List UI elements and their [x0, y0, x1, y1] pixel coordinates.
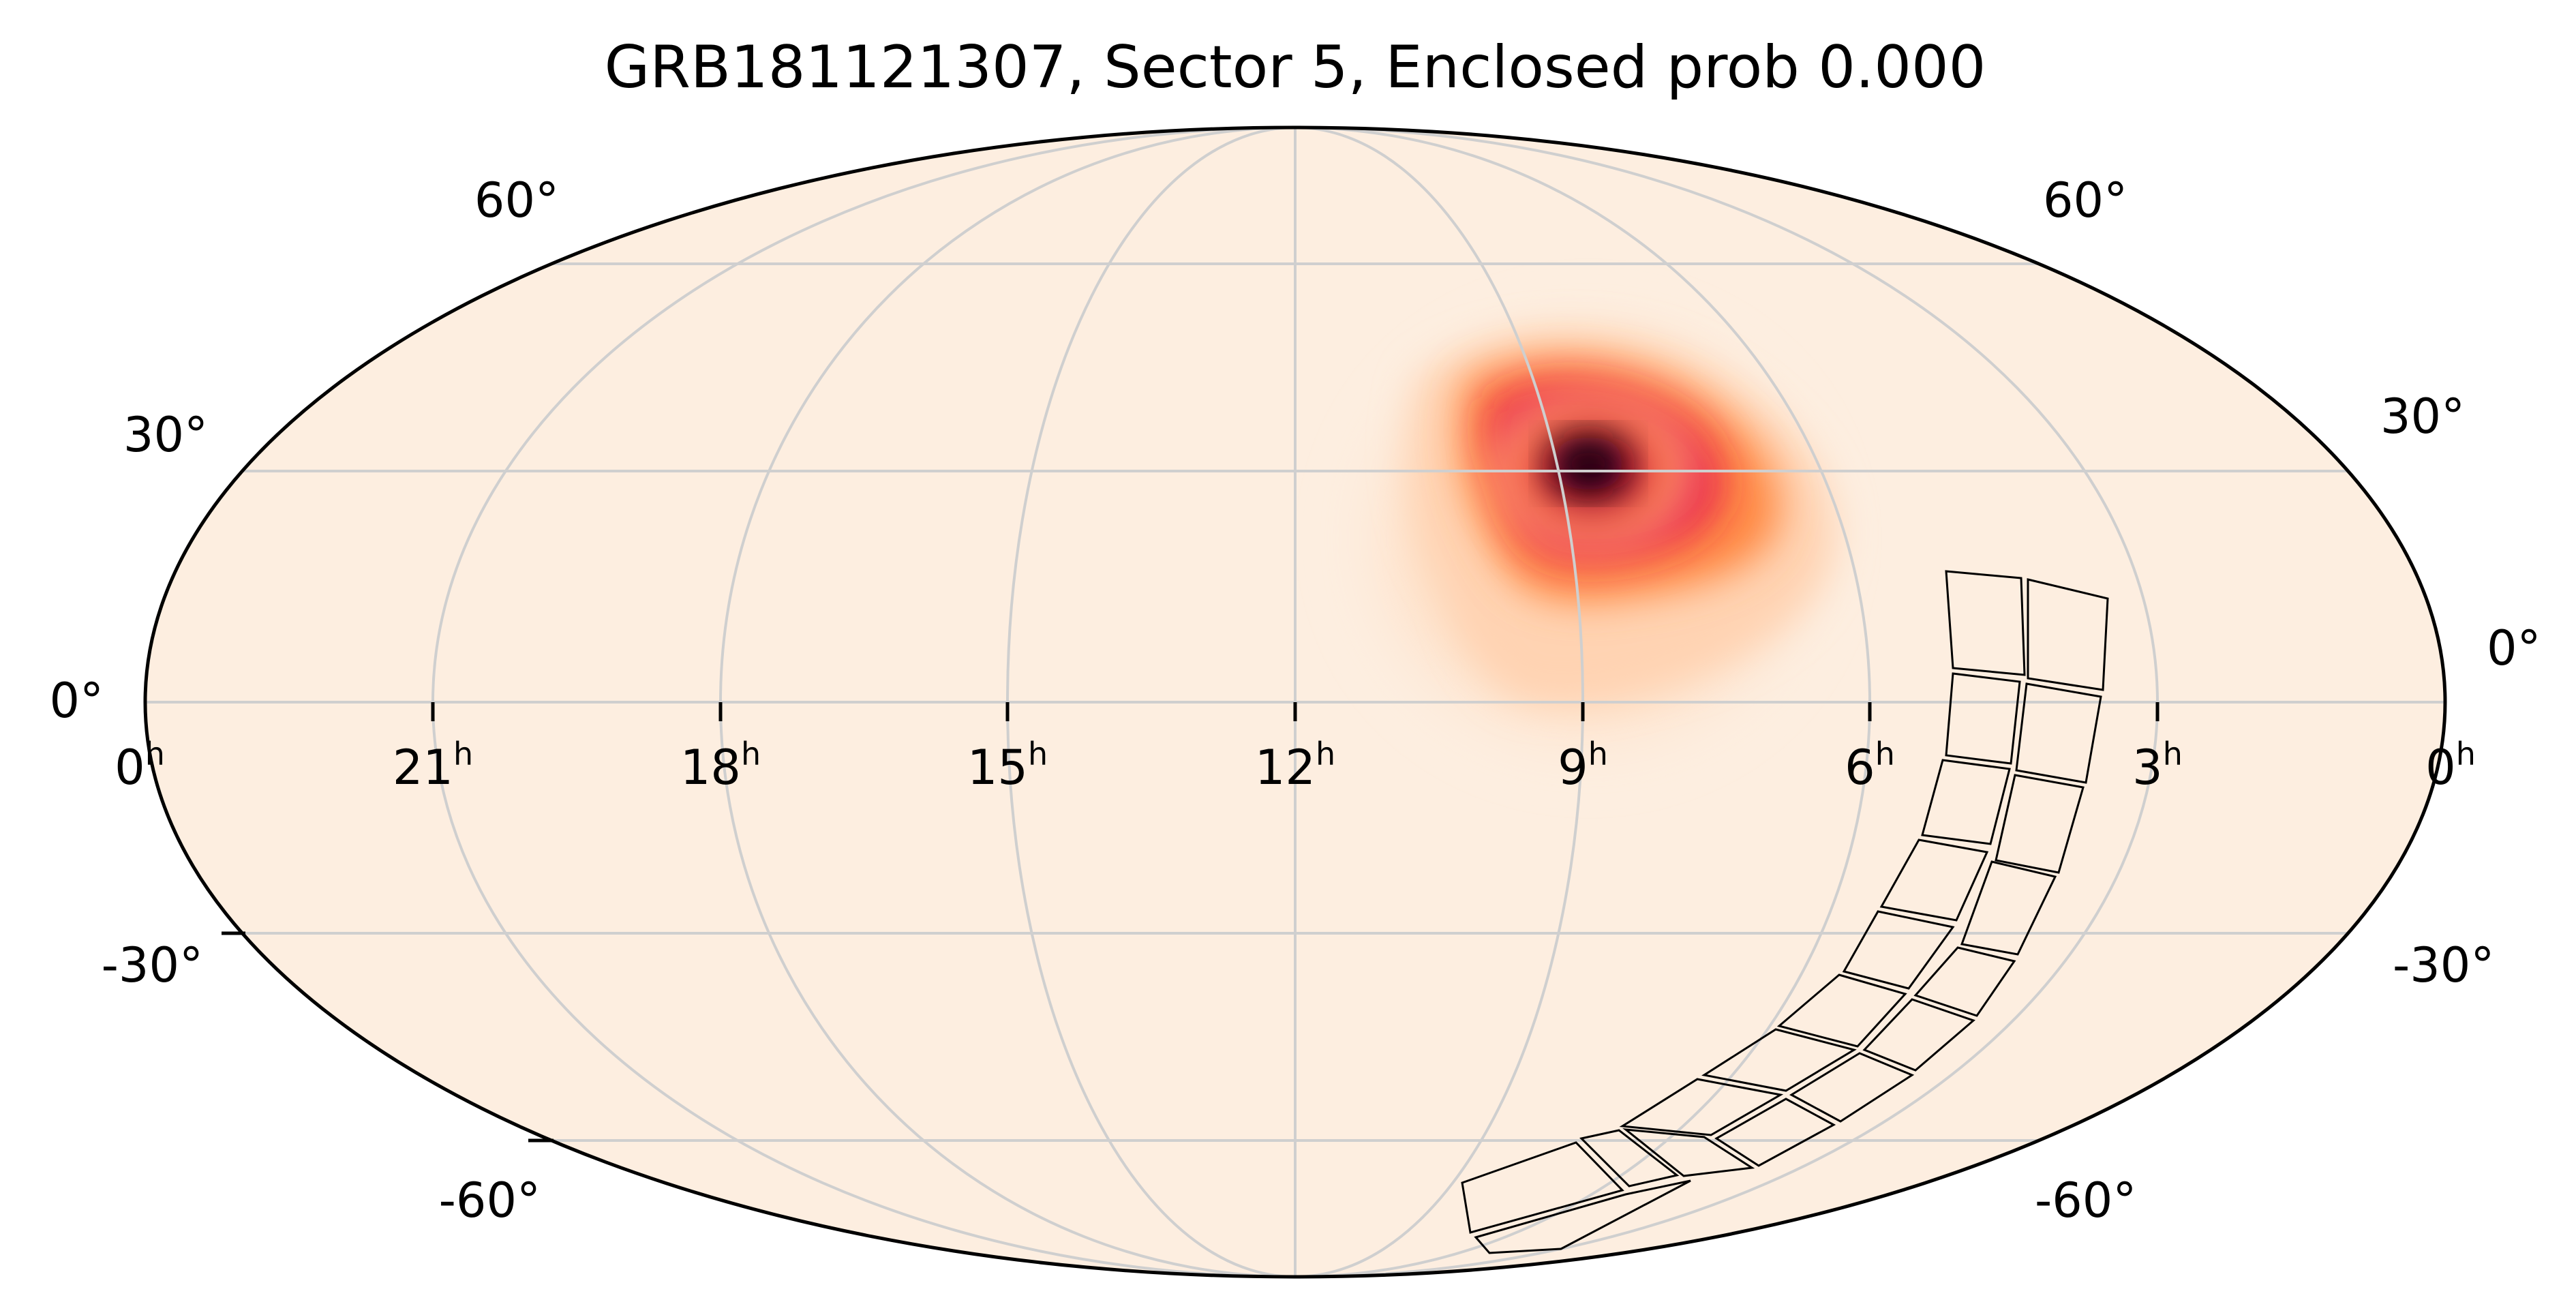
dec-tick-labels-right: 60° 30° 0° -30° -60°	[2035, 172, 2541, 1228]
ccd-14	[1789, 1052, 1915, 1123]
dec-label-left-minus30: -30°	[102, 937, 203, 993]
dec-label-left-30: 30°	[123, 407, 208, 463]
ccd-8	[1960, 860, 2057, 956]
dec-label-right-minus30: -30°	[2393, 937, 2494, 993]
ccd-5	[1921, 759, 2011, 845]
ra-label-18h: 18h	[680, 736, 761, 796]
ra-label-21h: 21h	[393, 736, 473, 796]
ccd-10	[1913, 946, 2016, 1017]
probability-region	[1322, 286, 1854, 791]
dec-tick-labels-left: 60° 30° 0° -30° -60°	[49, 172, 559, 1228]
ra-label-3h: 3h	[2132, 736, 2183, 796]
ra-tick-labels: 0h 21h 18h 15h 12h 9h 6h 3h 0h	[115, 736, 2476, 796]
ccd-11	[1776, 973, 1907, 1048]
dec-label-left-60: 60°	[474, 172, 559, 228]
ccd-19	[1461, 1141, 1624, 1234]
ra-label-6h: 6h	[1845, 736, 1895, 796]
dec-label-left-minus60: -60°	[439, 1173, 541, 1228]
ccd-7	[1879, 838, 1989, 922]
ra-label-9h: 9h	[1558, 736, 1608, 796]
dec-label-left-0: 0°	[49, 673, 104, 729]
ra-label-15h: 15h	[967, 736, 1048, 796]
ccd-3	[1945, 672, 2021, 765]
dec-label-right-30: 30°	[2380, 389, 2465, 444]
ccd-2	[2027, 578, 2109, 691]
dec-label-right-0: 0°	[2487, 620, 2541, 676]
dec-label-right-60: 60°	[2043, 172, 2127, 228]
ccd-17	[1579, 1129, 1680, 1188]
ccd-18	[1622, 1128, 1755, 1177]
ccd-12	[1862, 998, 1975, 1072]
sky-outline	[143, 125, 2447, 1279]
ccd-1	[1945, 570, 2026, 676]
probability-peak	[1551, 436, 1626, 491]
dec-label-right-minus60: -60°	[2035, 1173, 2136, 1228]
ccd-20	[1474, 1179, 1691, 1254]
ccd-9	[1842, 910, 1955, 990]
ra-label-12h: 12h	[1255, 736, 1335, 796]
ra-label-0h-left: 0h	[115, 736, 165, 796]
ccd-4	[2015, 682, 2102, 784]
ccd-16	[1714, 1098, 1836, 1167]
sector-footprint	[1461, 570, 2109, 1254]
ra-ticks	[222, 702, 2160, 1143]
ccd-15	[1619, 1078, 1784, 1136]
ra-label-0h-right: 0h	[2425, 736, 2476, 796]
ccd-13	[1701, 1028, 1857, 1092]
ccd-6	[1995, 774, 2085, 874]
chart-title: GRB181121307, Sector 5, Enclosed prob 0.…	[605, 33, 1986, 102]
